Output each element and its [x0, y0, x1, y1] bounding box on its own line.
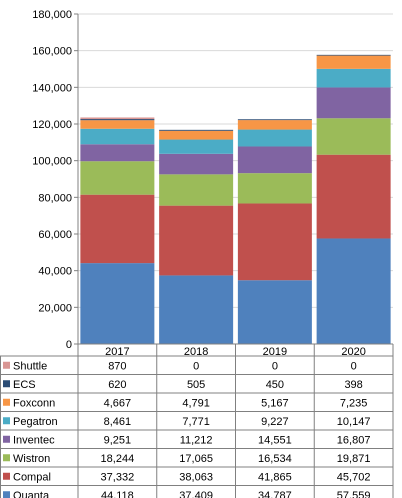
y-tick-label: 0	[66, 339, 72, 351]
legend-label-wistron: Wistron	[13, 453, 50, 465]
data-table-value: 9,227	[261, 416, 289, 428]
bar-segment-quanta-2018	[159, 275, 234, 344]
bar-segment-pegatron-2017	[80, 128, 155, 145]
legend-label-inventec: Inventec	[13, 434, 55, 446]
data-table-value: 0	[272, 360, 278, 372]
legend-key-shuttle	[3, 361, 10, 369]
legend-key-quanta	[3, 491, 10, 498]
data-table-value: 57,559	[337, 490, 371, 498]
legend-label-ecs: ECS	[13, 379, 36, 391]
bar-segment-ecs-2020	[316, 54, 391, 56]
data-table-value: 620	[108, 379, 126, 391]
y-tick-label: 120,000	[32, 119, 72, 131]
data-table-value: 5,167	[261, 397, 289, 409]
legend-label-compal: Compal	[13, 471, 51, 483]
x-category-label: 2019	[263, 346, 287, 358]
data-table-value: 870	[108, 360, 126, 372]
data-table-value: 0	[193, 360, 199, 372]
x-category-label: 2020	[341, 346, 365, 358]
data-table-value: 45,702	[337, 471, 371, 483]
bar-segment-inventec-2018	[159, 153, 234, 175]
data-table-value: 9,251	[104, 434, 132, 446]
legend-key-compal	[3, 472, 10, 480]
y-tick-label: 40,000	[38, 266, 72, 278]
x-category-label: 2018	[184, 346, 208, 358]
data-table-value: 7,235	[340, 397, 368, 409]
data-table-value: 34,787	[258, 490, 292, 498]
bar-segment-foxconn-2019	[237, 120, 312, 130]
data-table-value: 4,791	[182, 397, 210, 409]
bars	[80, 54, 391, 344]
legend-key-foxconn	[3, 398, 10, 406]
legend-label-foxconn: Foxconn	[13, 397, 55, 409]
data-table-value: 44,118	[101, 490, 134, 498]
bar-segment-compal-2019	[237, 203, 312, 281]
bar-segment-shuttle-2017	[80, 117, 155, 120]
bar-segment-foxconn-2020	[316, 55, 391, 69]
y-tick-label: 80,000	[38, 192, 72, 204]
data-table-value: 38,063	[179, 471, 213, 483]
data-table-value: 10,147	[337, 416, 371, 428]
bar-segment-wistron-2017	[80, 161, 155, 195]
bar-segment-ecs-2018	[159, 129, 234, 131]
data-table-value: 37,332	[101, 471, 135, 483]
data-table-value: 7,771	[182, 416, 210, 428]
data-table-value: 0	[351, 360, 357, 372]
data-table-value: 8,461	[104, 416, 132, 428]
bar-segment-quanta-2019	[237, 280, 312, 344]
data-table-value: 450	[266, 379, 284, 391]
bar-segment-compal-2020	[316, 154, 391, 239]
data-table-value: 16,534	[258, 453, 292, 465]
data-table: 2017 2018 2019 2020 Shuttle 870 0 0 0 ECS 620 505 45…	[0, 343, 394, 498]
y-tick-label: 160,000	[32, 46, 72, 58]
data-table-value: 4,667	[104, 397, 132, 409]
data-table-value: 41,865	[258, 471, 292, 483]
bar-segment-wistron-2019	[237, 173, 312, 204]
data-table-value: 37,409	[179, 490, 213, 498]
data-table-value: 505	[187, 379, 205, 391]
x-category-label: 2017	[105, 346, 129, 358]
y-axis-ticks: 0 20,000 40,000 60,000 80,000 100,000 120,000 1…	[32, 9, 78, 351]
legend-key-ecs	[3, 380, 10, 388]
bar-segment-pegatron-2018	[159, 139, 234, 154]
bar-segment-pegatron-2020	[316, 68, 391, 88]
bar-segment-compal-2017	[80, 194, 155, 264]
bar-segment-quanta-2017	[80, 263, 155, 344]
data-table-value: 11,212	[180, 434, 213, 446]
bar-segment-ecs-2019	[237, 119, 312, 121]
bar-segment-ecs-2017	[80, 119, 155, 121]
data-table-value: 398	[344, 379, 362, 391]
legend-label-quanta: Quanta	[13, 490, 50, 498]
data-table-value: 16,807	[337, 434, 371, 446]
bar-segment-quanta-2020	[316, 238, 391, 344]
legend-label-pegatron: Pegatron	[13, 416, 58, 428]
legend-key-inventec	[3, 435, 10, 443]
data-table-value: 14,551	[258, 434, 292, 446]
bar-segment-pegatron-2019	[237, 129, 312, 147]
data-table-value: 17,065	[179, 453, 213, 465]
legend-key-wistron	[3, 454, 10, 462]
y-tick-label: 60,000	[38, 229, 72, 241]
y-tick-label: 100,000	[32, 156, 72, 168]
bar-segment-foxconn-2017	[80, 120, 155, 129]
legend-label-shuttle: Shuttle	[13, 360, 47, 372]
legend-key-pegatron	[3, 417, 10, 425]
bar-segment-compal-2018	[159, 205, 234, 276]
y-tick-label: 180,000	[32, 9, 72, 21]
y-tick-label: 140,000	[32, 82, 72, 94]
bar-segment-inventec-2017	[80, 144, 155, 162]
bar-segment-wistron-2020	[316, 118, 391, 155]
bar-segment-inventec-2020	[316, 87, 391, 119]
data-table-value: 18,244	[101, 453, 135, 465]
data-table-value: 19,871	[337, 453, 371, 465]
y-tick-label: 20,000	[38, 302, 72, 314]
bar-segment-foxconn-2018	[159, 130, 234, 140]
bar-segment-wistron-2018	[159, 174, 234, 206]
bar-segment-inventec-2019	[237, 146, 312, 174]
